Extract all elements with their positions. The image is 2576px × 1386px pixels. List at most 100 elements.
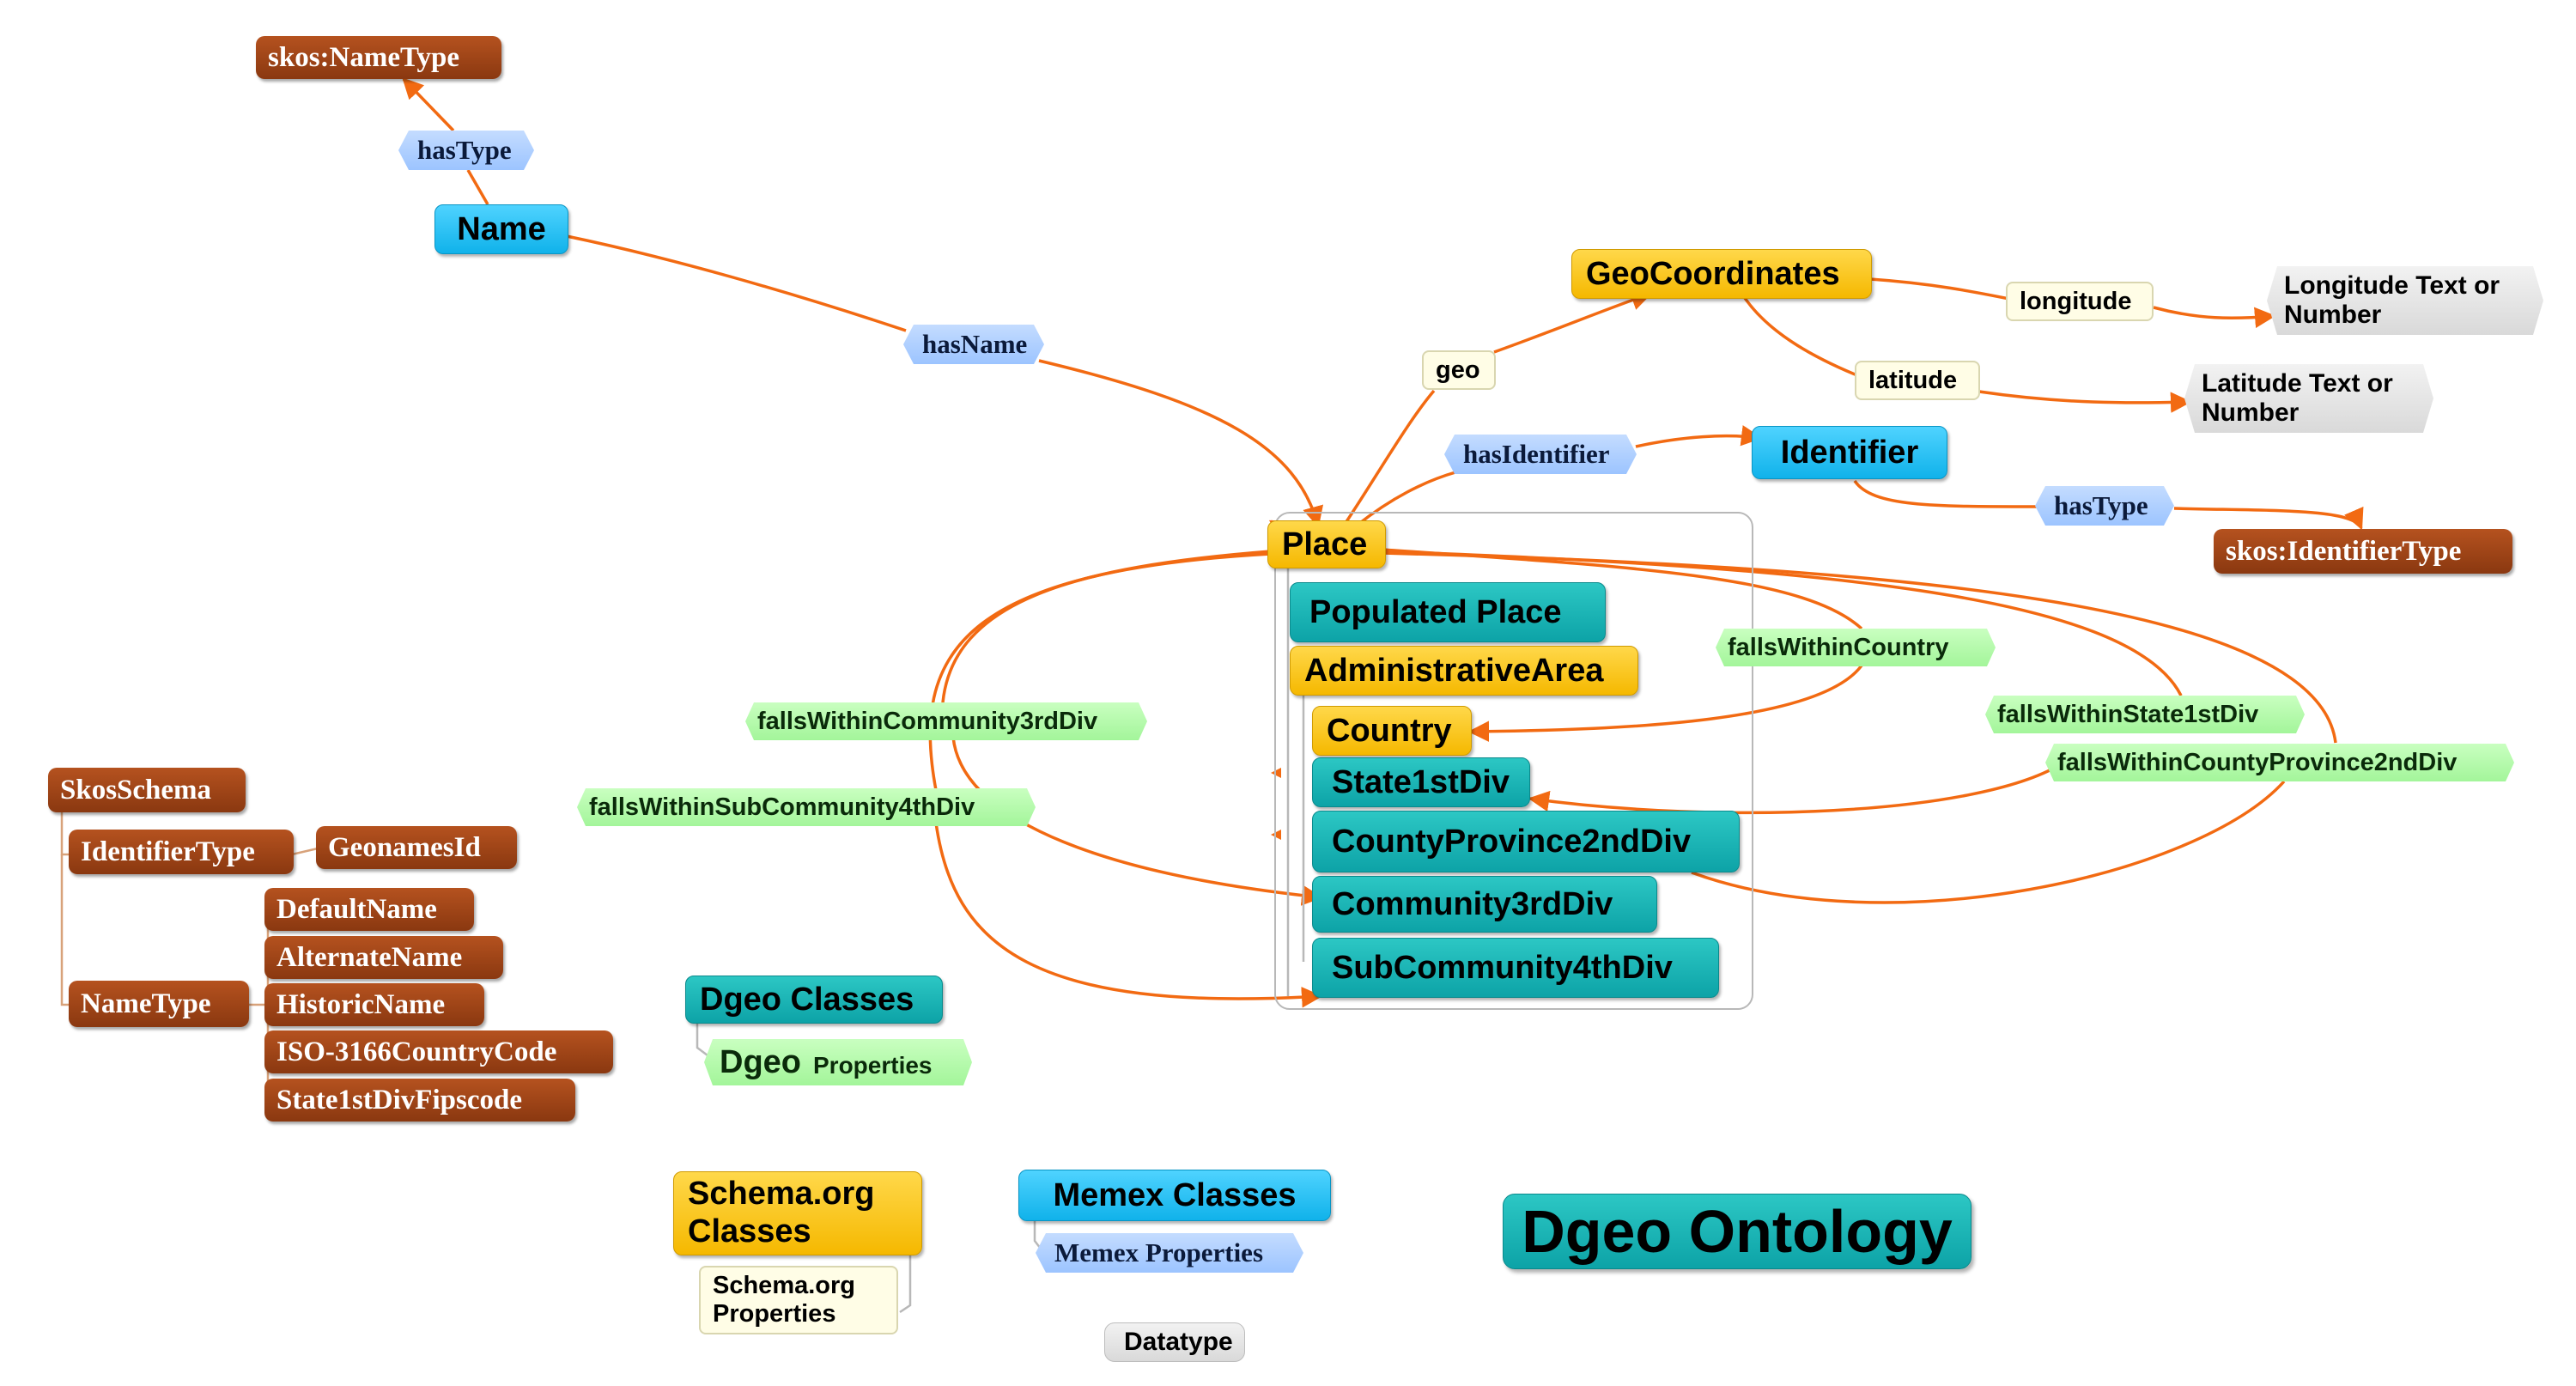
geonamesid-label: GeonamesId: [328, 831, 481, 863]
longitude-datatype-node[interactable]: Longitude Text or Number: [2267, 266, 2543, 335]
hastype-identifier-property[interactable]: hasType: [2035, 486, 2174, 526]
fallswithincountyprovince2nddiv-property[interactable]: fallsWithinCountyProvince2ndDiv: [2045, 744, 2514, 781]
legend-schema-connector: [899, 1255, 912, 1314]
latitude-property[interactable]: latitude: [1855, 361, 1980, 400]
historicname-label: HistoricName: [276, 988, 446, 1020]
identifier-label: Identifier: [1780, 434, 1919, 471]
diagram-title: Dgeo Ontology: [1503, 1194, 1971, 1269]
skos-identifiertype-node[interactable]: skos:IdentifierType: [2214, 529, 2512, 574]
subcommunity4thdiv-class-node[interactable]: SubCommunity4thDiv: [1312, 938, 1719, 998]
fallswithinstate1stdiv-label: fallsWithinState1stDiv: [1997, 700, 2259, 728]
skos-identifiertype-label: skos:IdentifierType: [2226, 535, 2462, 567]
edge-geo-latitude: [1741, 295, 1864, 380]
legend-dgeo-properties: Dgeo Properties: [704, 1039, 972, 1085]
alternatename-node[interactable]: AlternateName: [264, 936, 503, 979]
fallswithinsubcommunity4thdiv-label: fallsWithinSubCommunity4thDiv: [589, 793, 975, 821]
tree-skosschema-nametype: [60, 854, 70, 1006]
edge-fallswithincounty-county: [1691, 780, 2286, 904]
state1stdivfipscode-node[interactable]: State1stDivFipscode: [264, 1079, 575, 1122]
populated-place-label: Populated Place: [1309, 593, 1562, 630]
name-label: Name: [457, 210, 546, 247]
hasidentifier-property[interactable]: hasIdentifier: [1444, 435, 1637, 474]
administrative-area-label: AdministrativeArea: [1304, 652, 1604, 689]
latitude-datatype-node[interactable]: Latitude Text or Number: [2184, 364, 2433, 433]
longitude-text-line2: Number: [2284, 301, 2382, 329]
diagram-title-label: Dgeo Ontology: [1522, 1198, 1953, 1265]
edge-identifier-hastype: [1853, 479, 2038, 508]
latitude-label: latitude: [1868, 366, 1958, 394]
legend-memex-classes: Memex Classes: [1018, 1170, 1331, 1221]
edge-place-fallswithinsubcommunity: [928, 552, 1272, 791]
edge-hasidentifier-identifier: [1635, 425, 1763, 448]
community3rddiv-class-node[interactable]: Community3rdDiv: [1312, 876, 1657, 933]
fallswithincommunity3rddiv-property[interactable]: fallsWithinCommunity3rdDiv: [745, 702, 1147, 740]
fallswithincountry-property[interactable]: fallsWithinCountry: [1716, 629, 1996, 666]
fallswithincountry-label: fallsWithinCountry: [1728, 633, 1949, 661]
edge-name-hastype: [466, 169, 489, 205]
legend-schema-properties-line1: Schema.org: [713, 1271, 855, 1299]
populated-place-class-node[interactable]: Populated Place: [1290, 582, 1606, 642]
edge-latitude-text: [1978, 390, 2192, 413]
state1stdiv-class-node[interactable]: State1stDiv: [1312, 757, 1530, 807]
country-class-node[interactable]: Country: [1312, 706, 1472, 756]
skos-nametype-node[interactable]: skos:NameType: [256, 36, 501, 79]
defaultname-node[interactable]: DefaultName: [264, 888, 474, 931]
edge-geo-longitude: [1869, 277, 2010, 301]
subcommunity4thdiv-label: SubCommunity4thDiv: [1332, 949, 1673, 986]
longitude-text-line1: Longitude Text or: [2284, 271, 2500, 300]
edge-fallswithinsubcommunity-subcommunity: [934, 822, 1323, 1008]
skosschema-label: SkosSchema: [60, 774, 212, 805]
geo-label: geo: [1436, 356, 1480, 384]
fallswithinsubcommunity4thdiv-property[interactable]: fallsWithinSubCommunity4thDiv: [577, 788, 1036, 826]
countyprovince2nddiv-label: CountyProvince2ndDiv: [1332, 823, 1692, 860]
legend-schema-classes: Schema.org Classes: [673, 1171, 922, 1255]
fallswithincountyprovince2nddiv-label: fallsWithinCountyProvince2ndDiv: [2057, 748, 2458, 776]
legend-schema-properties: Schema.org Properties: [699, 1266, 898, 1334]
geonamesid-node[interactable]: GeonamesId: [316, 826, 517, 869]
nametype-node[interactable]: NameType: [69, 981, 249, 1027]
hastype-identifier-label: hasType: [2054, 490, 2148, 520]
identifier-class-node[interactable]: Identifier: [1752, 426, 1947, 479]
name-class-node[interactable]: Name: [434, 204, 568, 254]
edge-longitude-text: [2153, 306, 2276, 329]
legend-dgeo-classes-label: Dgeo Classes: [700, 981, 914, 1018]
defaultname-label: DefaultName: [276, 893, 437, 925]
legend-datatype-label: Datatype: [1124, 1328, 1233, 1356]
geocoordinates-class-node[interactable]: GeoCoordinates: [1571, 249, 1872, 299]
edge-name-hasname: [566, 234, 907, 332]
administrative-area-class-node[interactable]: AdministrativeArea: [1290, 646, 1638, 696]
longitude-property[interactable]: longitude: [2006, 282, 2154, 321]
edge-geo-geocoordinates: [1493, 289, 1653, 354]
hasname-property[interactable]: hasName: [903, 325, 1044, 364]
place-label: Place: [1282, 526, 1368, 562]
longitude-label: longitude: [2020, 287, 2132, 315]
iso3166countrycode-node[interactable]: ISO-3166CountryCode: [264, 1030, 613, 1073]
geo-property[interactable]: geo: [1422, 350, 1496, 390]
tree-identifiertype-geonamesid: [291, 847, 319, 856]
place-class-node[interactable]: Place: [1267, 520, 1386, 568]
countyprovince2nddiv-class-node[interactable]: CountyProvince2ndDiv: [1312, 811, 1740, 872]
state1stdivfipscode-label: State1stDivFipscode: [276, 1084, 522, 1115]
latitude-text-line2: Number: [2202, 398, 2300, 427]
fallswithincommunity3rddiv-label: fallsWithinCommunity3rdDiv: [757, 707, 1098, 735]
legend-memex-properties: Memex Properties: [1036, 1233, 1303, 1273]
iso3166countrycode-label: ISO-3166CountryCode: [276, 1036, 557, 1067]
identifiertype-label: IdentifierType: [81, 836, 255, 867]
community3rddiv-label: Community3rdDiv: [1332, 885, 1613, 922]
identifiertype-node[interactable]: IdentifierType: [69, 830, 294, 874]
legend-schema-properties-line2: Properties: [713, 1300, 836, 1328]
country-label: Country: [1327, 712, 1452, 749]
legend-datatype: Datatype: [1104, 1322, 1245, 1362]
nametype-label: NameType: [81, 988, 211, 1019]
edge-hastype-skosidentifiertype: [2173, 506, 2364, 531]
hasidentifier-label: hasIdentifier: [1463, 439, 1610, 469]
edge-hastype-skosnametype: [402, 77, 455, 132]
historicname-node[interactable]: HistoricName: [264, 983, 484, 1026]
skosschema-node[interactable]: SkosSchema: [48, 768, 246, 812]
hasname-label: hasName: [922, 329, 1028, 359]
latitude-text-line1: Latitude Text or: [2202, 368, 2393, 398]
fallswithinstate1stdiv-property[interactable]: fallsWithinState1stDiv: [1985, 696, 2305, 733]
legend-memex-classes-label: Memex Classes: [1053, 1176, 1297, 1213]
hastype-name-property[interactable]: hasType: [398, 131, 534, 170]
